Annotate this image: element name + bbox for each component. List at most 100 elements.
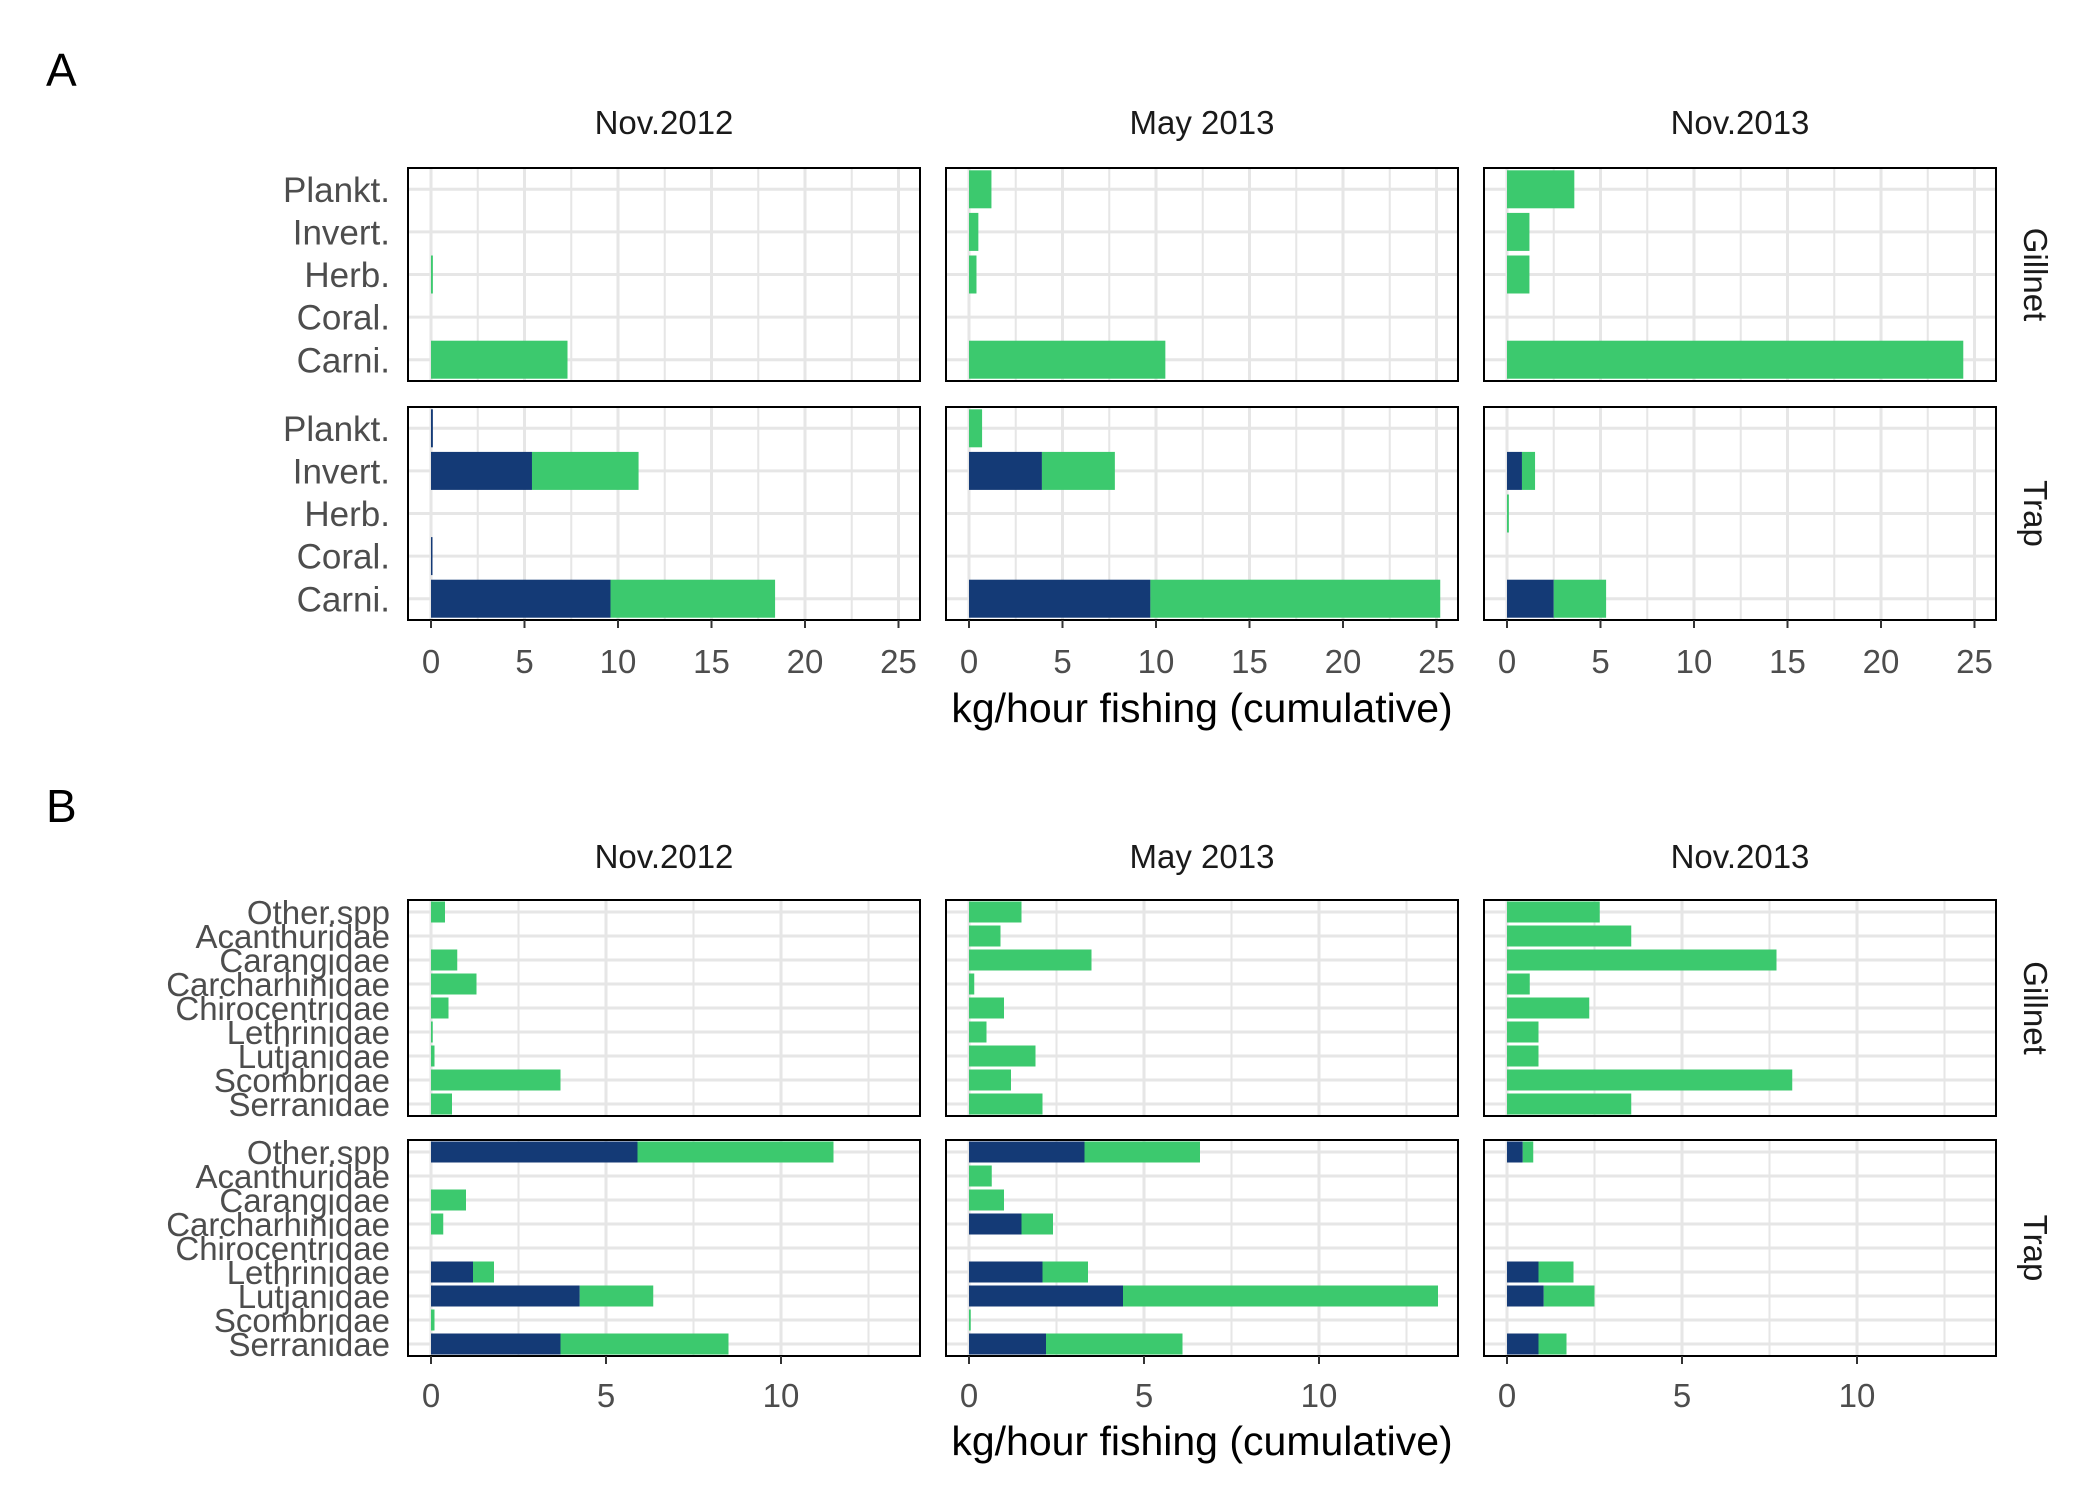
- category-tick-label: Herb.: [304, 495, 390, 534]
- bar-segment-green: [969, 1309, 971, 1331]
- x-tick-label: 5: [597, 1377, 615, 1414]
- bar-segment-green: [579, 1285, 654, 1307]
- bar-segment-green: [1522, 1141, 1534, 1163]
- x-tick-label: 5: [1135, 1377, 1153, 1414]
- category-tick-label: Plankt.: [283, 410, 390, 449]
- facet-panel: 0 5 10 15 20 25: [945, 406, 1459, 680]
- panel-frame: [945, 406, 1459, 621]
- facet-row-title: Gillnet: [2017, 961, 2054, 1055]
- bar-segment-green: [969, 340, 1166, 379]
- bar-segment-green: [969, 1045, 1036, 1067]
- facet-panel: [1483, 167, 1997, 382]
- facet-panel: [1483, 899, 1997, 1117]
- bar-segment-green: [969, 925, 1001, 947]
- x-tick-label: 15: [1769, 643, 1806, 680]
- facet-panel: [945, 167, 1459, 382]
- bar-segment-dark: [1507, 1141, 1523, 1163]
- bar-segment-dark: [1507, 1333, 1539, 1355]
- x-tick-label: 15: [693, 643, 730, 680]
- panel-frame: [945, 167, 1459, 382]
- bar-segment-dark: [969, 1285, 1123, 1307]
- bar-segment-green: [969, 1069, 1011, 1091]
- panel-frame: [1483, 899, 1997, 1117]
- bar-segment-green: [1553, 579, 1607, 618]
- bar-segment-green: [1042, 1261, 1088, 1283]
- facet-column-title: Nov.2013: [1671, 838, 1810, 875]
- x-tick-label: 0: [1498, 1377, 1516, 1414]
- x-tick-label: 10: [1301, 1377, 1338, 1414]
- facet-column-title: May 2013: [1130, 104, 1275, 141]
- category-tick-label: Serranidae: [229, 1326, 390, 1363]
- category-tick-label: Lethrinidae: [227, 1254, 390, 1291]
- panel-frame: [1483, 406, 1997, 621]
- category-tick-label: Carcharhinidae: [166, 966, 390, 1003]
- facet-row-title: Gillnet: [2017, 228, 2054, 322]
- bar-segment-green: [431, 1045, 435, 1067]
- bar-segment-green: [1507, 1045, 1539, 1067]
- bar-segment-green: [1507, 997, 1590, 1019]
- facet-panel: 0 5 10 15 20 25: [1483, 406, 1997, 680]
- bar-segment-green: [969, 170, 992, 209]
- bar-segment-green: [1507, 212, 1530, 251]
- x-tick-label: 5: [1591, 643, 1609, 680]
- category-tick-label: Other.spp: [247, 894, 390, 931]
- bar-segment-green: [1046, 1333, 1183, 1355]
- bar-segment-green: [431, 340, 568, 379]
- bar-segment-green: [969, 1165, 992, 1187]
- x-tick-label: 20: [1863, 643, 1900, 680]
- x-tick-label: 10: [1839, 1377, 1876, 1414]
- x-tick-label: 10: [600, 643, 637, 680]
- bar-segment-green: [431, 901, 445, 923]
- bar-segment-green: [1507, 494, 1509, 533]
- panel-frame: [407, 1139, 921, 1357]
- bar-segment-green: [1521, 451, 1536, 490]
- x-tick-label: 10: [1138, 643, 1175, 680]
- bar-segment-green: [1123, 1285, 1438, 1307]
- bar-segment-green: [637, 1141, 834, 1163]
- bar-segment-dark: [1507, 451, 1522, 490]
- x-axis-title: kg/hour fishing (cumulative): [951, 1418, 1452, 1464]
- facet-column-title: Nov.2013: [1671, 104, 1810, 141]
- category-tick-label: Scombridae: [214, 1302, 390, 1339]
- x-tick-label: 25: [880, 643, 917, 680]
- bar-segment-green: [431, 255, 433, 294]
- bar-segment-dark: [1507, 579, 1554, 618]
- facet-column-title: Nov.2012: [595, 104, 734, 141]
- category-tick-label: Carcharhinidae: [166, 1206, 390, 1243]
- bar-segment-green: [1507, 901, 1600, 923]
- bar-segment-dark: [431, 1333, 561, 1355]
- bar-segment-dark: [431, 537, 433, 576]
- bar-segment-green: [431, 1309, 435, 1331]
- x-axis-title: kg/hour fishing (cumulative): [951, 685, 1452, 731]
- bar-segment-green: [431, 997, 449, 1019]
- x-tick-label: 15: [1231, 643, 1268, 680]
- panel-frame: [1483, 1139, 1997, 1357]
- bar-segment-green: [431, 1213, 444, 1235]
- bar-segment-green: [969, 409, 983, 448]
- bar-segment-dark: [431, 451, 532, 490]
- bar-segment-dark: [431, 1141, 638, 1163]
- bar-segment-green: [1538, 1333, 1567, 1355]
- panel-frame: [407, 167, 921, 382]
- category-tick-label: Herb.: [304, 256, 390, 295]
- bar-segment-green: [969, 1189, 1004, 1211]
- bar-segment-green: [1543, 1285, 1595, 1307]
- bar-segment-green: [431, 1021, 433, 1043]
- bar-segment-green: [531, 451, 639, 490]
- bar-segment-green: [431, 949, 458, 971]
- bar-segment-dark: [431, 579, 611, 618]
- category-tick-label: Lutjanidae: [238, 1038, 390, 1075]
- x-tick-label: 0: [960, 643, 978, 680]
- bar-segment-green: [1507, 340, 1964, 379]
- facet-row-title: Trap: [2017, 480, 2054, 547]
- bar-segment-dark: [969, 451, 1042, 490]
- facet-column-title: Nov.2012: [595, 838, 734, 875]
- bar-segment-green: [1084, 1141, 1200, 1163]
- panel-frame: [1483, 167, 1997, 382]
- category-tick-label: Invert.: [293, 214, 390, 253]
- bar-segment-green: [1507, 973, 1530, 995]
- x-tick-label: 5: [1053, 643, 1071, 680]
- x-tick-label: 20: [1325, 643, 1362, 680]
- bar-segment-green: [969, 997, 1004, 1019]
